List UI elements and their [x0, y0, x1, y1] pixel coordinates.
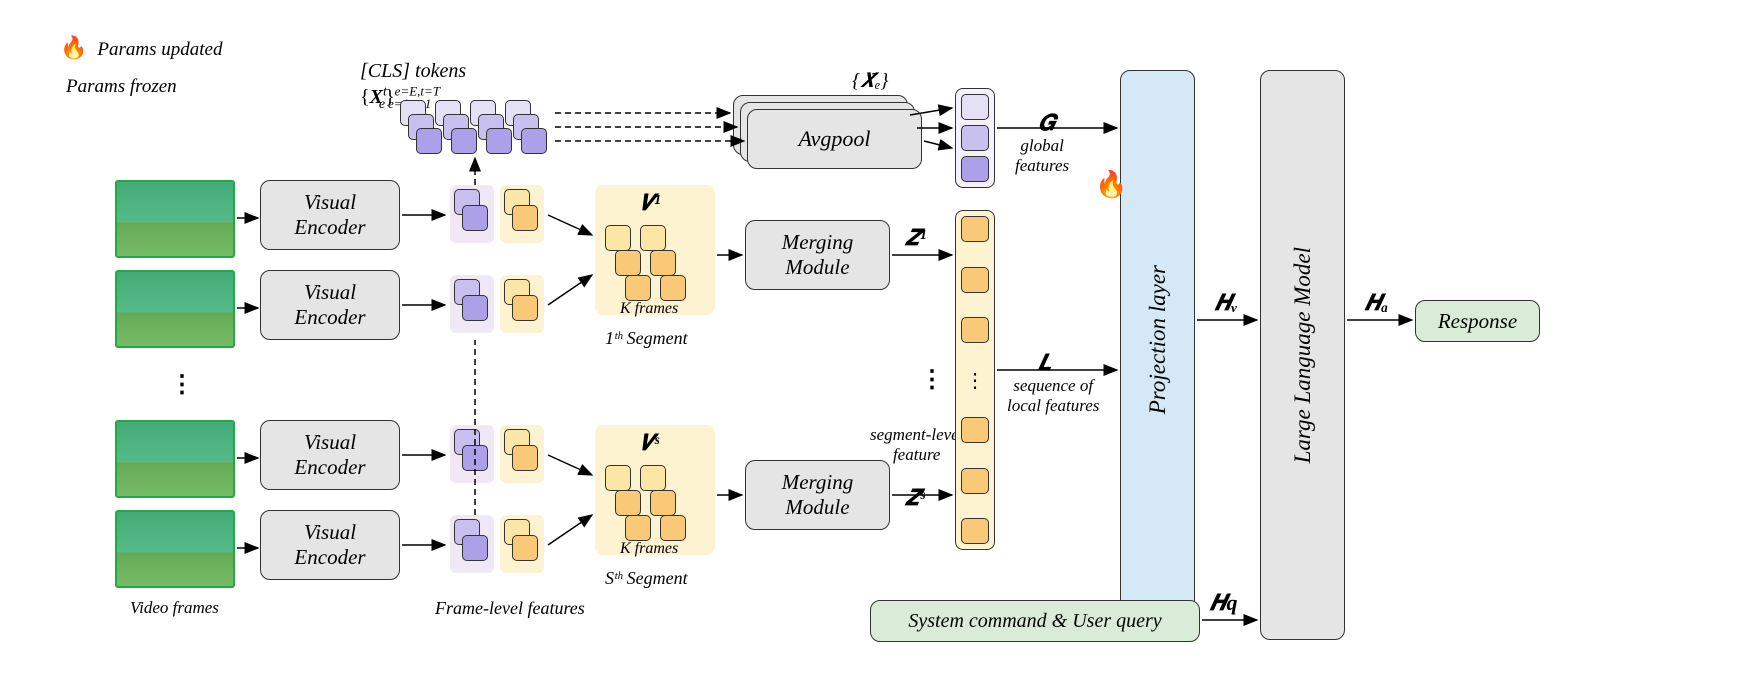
- llm-text: Large Language Model: [1290, 247, 1316, 463]
- visual-encoder-3-text: Visual Encoder: [294, 430, 365, 480]
- merging-module-1-text: Merging Module: [782, 230, 854, 280]
- video-frames-label: Video frames: [130, 598, 219, 618]
- visual-encoder-2-text: Visual Encoder: [294, 280, 365, 330]
- merging-module-s-text: Merging Module: [782, 470, 854, 520]
- vs-label: 𝑽ˢ: [640, 430, 659, 456]
- legend-frozen: Params frozen: [60, 72, 177, 98]
- video-frame-1: [115, 180, 235, 258]
- l-label: 𝑳: [1038, 350, 1052, 376]
- video-frame-3: [115, 420, 235, 498]
- projection-layer-text: Projection layer: [1145, 265, 1171, 414]
- segS-label: Sᵗʰ Segment: [605, 568, 688, 589]
- fire-icon: 🔥: [60, 35, 87, 60]
- visual-encoder-3: Visual Encoder: [260, 420, 400, 490]
- projection-layer: Projection layer: [1120, 70, 1195, 610]
- visual-encoder-4-text: Visual Encoder: [294, 520, 365, 570]
- z1-label: 𝒁¹: [905, 225, 926, 251]
- visual-encoder-2: Visual Encoder: [260, 270, 400, 340]
- legend-updated: 🔥 Params updated: [60, 35, 222, 61]
- global-features-label: global features: [1015, 136, 1069, 176]
- cls-tokens-text: [CLS] tokens: [360, 60, 466, 82]
- llm-block: Large Language Model: [1260, 70, 1345, 640]
- kframes1-label: K frames: [620, 300, 678, 318]
- seq-local-label: sequence of local features: [1007, 376, 1099, 416]
- video-frame-4: [115, 510, 235, 588]
- video-frame-2: [115, 270, 235, 348]
- response-box: Response: [1415, 300, 1540, 342]
- xbar-column: [955, 88, 995, 188]
- hv-label: 𝑯ᵥ: [1215, 290, 1237, 316]
- merging-module-s: Merging Module: [745, 460, 890, 530]
- g-label: 𝑮: [1038, 110, 1055, 136]
- hq-label: 𝑯q: [1210, 590, 1237, 616]
- legend-updated-text: Params updated: [97, 39, 222, 60]
- avgpool-label: Avgpool: [798, 126, 870, 152]
- response-text: Response: [1438, 309, 1517, 334]
- l-column: ⋮: [955, 210, 995, 550]
- seg-level-feature-label: segment-level feature: [870, 425, 963, 465]
- visual-encoder-1: Visual Encoder: [260, 180, 400, 250]
- v1-label: 𝑽¹: [640, 190, 660, 216]
- kframesS-label: K frames: [620, 540, 678, 558]
- frames-vdots: ⋮: [170, 370, 194, 399]
- fire-icon: 🔥: [1095, 170, 1127, 200]
- merging-vdots: ⋮: [920, 365, 944, 394]
- xbar-label: {𝑿̄ₑ}: [852, 70, 888, 93]
- legend-frozen-text: Params frozen: [66, 76, 177, 97]
- frame-level-features-label: Frame-level features: [435, 598, 585, 619]
- visual-encoder-4: Visual Encoder: [260, 510, 400, 580]
- ha-label: 𝑯ₐ: [1365, 290, 1388, 316]
- zs-label: 𝒁ˢ: [905, 485, 925, 511]
- avgpool-front: Avgpool: [747, 109, 922, 169]
- visual-encoder-1-text: Visual Encoder: [294, 190, 365, 240]
- system-query-box: System command & User query: [870, 600, 1200, 642]
- merging-module-1: Merging Module: [745, 220, 890, 290]
- seg1-label: 1ᵗʰ Segment: [605, 328, 688, 349]
- system-query-text: System command & User query: [908, 610, 1161, 633]
